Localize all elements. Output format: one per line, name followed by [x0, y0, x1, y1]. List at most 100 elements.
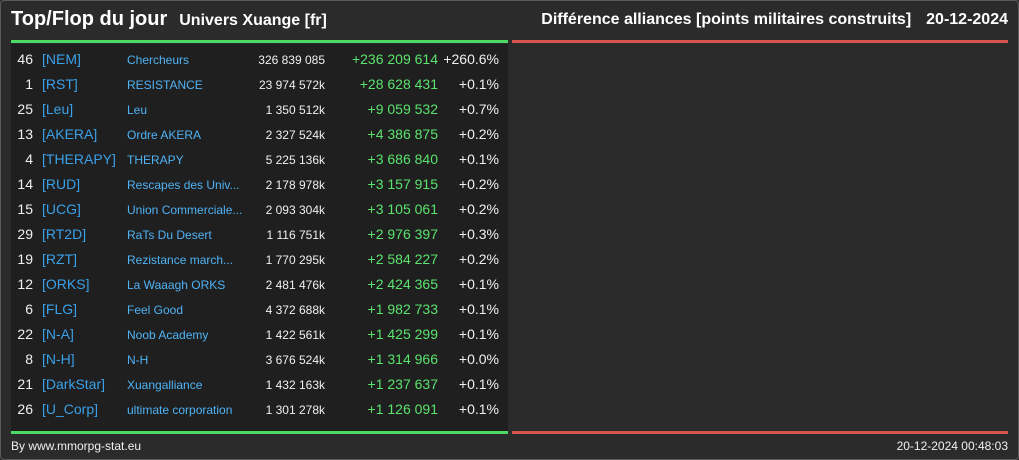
percent-cell: +0.2% — [458, 176, 499, 192]
alliance-tag-link[interactable]: [RT2D] — [42, 226, 87, 242]
rank-cell: 14 — [17, 176, 33, 192]
top-accent-bar — [11, 40, 508, 43]
percent-cell: +0.1% — [458, 326, 499, 342]
table-row: 21 [DarkStar] Xuangalliance 1 432 163k +1 23… — [11, 372, 508, 397]
percent-cell: +0.2% — [458, 251, 499, 267]
alliance-name-link[interactable]: Chercheurs — [127, 53, 190, 67]
rank-cell: 29 — [17, 226, 33, 242]
rank-cell: 19 — [17, 251, 33, 267]
diff-cell: +2 584 227 — [367, 251, 438, 267]
rank-cell: 12 — [17, 276, 33, 292]
diff-cell: +9 059 532 — [367, 101, 438, 117]
diff-cell: +1 425 299 — [367, 326, 438, 342]
alliance-name-link[interactable]: THERAPY — [127, 153, 184, 167]
points-cell: 5 225 136k — [265, 153, 325, 167]
table-row: 29 [RT2D] RaTs Du Desert 1 116 751k +2 976 3… — [11, 222, 508, 247]
alliance-tag-link[interactable]: [N-A] — [42, 326, 74, 342]
percent-cell: +0.1% — [458, 401, 499, 417]
diff-cell: +1 237 637 — [367, 376, 438, 392]
diff-cell: +2 976 397 — [367, 226, 438, 242]
rank-cell: 21 — [17, 376, 33, 392]
alliance-tag-link[interactable]: [U_Corp] — [42, 401, 99, 417]
percent-cell: +0.1% — [458, 76, 499, 92]
points-cell: 2 178 978k — [265, 178, 325, 192]
alliance-name-link[interactable]: ultimate corporation — [127, 403, 233, 417]
table-row: 8 [N-H] N-H 3 676 524k +1 314 966 +0.0% — [11, 347, 508, 372]
rank-cell: 6 — [25, 301, 33, 317]
flop-accent-bar — [512, 40, 1008, 43]
points-cell: 4 372 688k — [265, 303, 325, 317]
alliance-name-link[interactable]: N-H — [127, 353, 149, 367]
percent-cell: +0.1% — [458, 376, 499, 392]
diff-cell: +4 386 875 — [367, 126, 438, 142]
alliance-name-link[interactable]: Rezistance march... — [127, 253, 234, 267]
table-row: 15 [UCG] Union Commerciale... 2 093 304k +3 … — [11, 197, 508, 222]
rank-cell: 8 — [25, 351, 33, 367]
diff-cell: +2 424 365 — [367, 276, 438, 292]
alliance-tag-link[interactable]: [NEM] — [42, 51, 81, 67]
alliance-name-link[interactable]: RESISTANCE — [127, 78, 203, 92]
alliance-tag-link[interactable]: [N-H] — [42, 351, 75, 367]
rank-cell: 46 — [17, 51, 33, 67]
rank-cell: 22 — [17, 326, 33, 342]
alliance-tag-link[interactable]: [ORKS] — [42, 276, 90, 292]
points-cell: 1 301 278k — [265, 403, 325, 417]
table-row: 46 [NEM] Chercheurs 326 839 085 +236 209 614… — [11, 47, 508, 72]
points-cell: 23 974 572k — [258, 78, 325, 92]
alliance-tag-link[interactable]: [AKERA] — [42, 126, 98, 142]
points-cell: 1 350 512k — [265, 103, 325, 117]
diff-cell: +3 686 840 — [367, 151, 438, 167]
header-right: Différence alliances [points militaires … — [541, 11, 1008, 29]
table-row: 13 [AKERA] Ordre AKERA 2 327 524k +4 386 875… — [11, 122, 508, 147]
flop-accent-bar-bottom — [512, 431, 1008, 434]
points-cell: 3 676 524k — [265, 353, 325, 367]
points-cell: 1 770 295k — [265, 253, 325, 267]
table-row: 26 [U_Corp] ultimate corporation 1 301 278k… — [11, 397, 508, 422]
alliance-name-link[interactable]: Leu — [127, 103, 148, 117]
percent-cell: +0.2% — [458, 126, 499, 142]
table-row: 12 [ORKS] La Waaagh ORKS 2 481 476k +2 424 3… — [11, 272, 508, 297]
alliance-tag-link[interactable]: [RST] — [42, 76, 78, 92]
diff-cell: +28 628 431 — [359, 76, 438, 92]
alliance-tag-link[interactable]: [THERAPY] — [42, 151, 116, 167]
alliance-tag-link[interactable]: [FLG] — [42, 301, 78, 317]
table-row: 25 [Leu] Leu 1 350 512k +9 059 532 +0.7% — [11, 97, 508, 122]
alliance-name-link[interactable]: Noob Academy — [127, 328, 209, 342]
percent-cell: +260.6% — [443, 51, 499, 67]
alliance-tag-link[interactable]: [UCG] — [42, 201, 81, 217]
alliance-name-link[interactable]: Rescapes des Univ... — [127, 178, 240, 192]
rank-cell: 26 — [17, 401, 33, 417]
diff-cell: +236 209 614 — [351, 51, 438, 67]
points-cell: 1 432 163k — [265, 378, 325, 392]
points-cell: 2 093 304k — [265, 203, 325, 217]
diff-cell: +1 982 733 — [367, 301, 438, 317]
alliance-name-link[interactable]: Union Commerciale... — [127, 203, 243, 217]
points-cell: 1 116 751k — [266, 228, 326, 242]
alliance-name-link[interactable]: La Waaagh ORKS — [127, 278, 226, 292]
alliance-name-link[interactable]: Feel Good — [127, 303, 184, 317]
rank-cell: 25 — [17, 101, 33, 117]
alliance-name-link[interactable]: RaTs Du Desert — [127, 228, 212, 242]
percent-cell: +0.1% — [458, 301, 499, 317]
alliance-tag-link[interactable]: [DarkStar] — [42, 376, 106, 392]
diff-cell: +1 126 091 — [367, 401, 438, 417]
diff-cell: +1 314 966 — [367, 351, 438, 367]
header-left: Top/Flop du jour Univers Xuange [fr] — [11, 8, 327, 34]
percent-cell: +0.7% — [458, 101, 499, 117]
top-accent-bar-bottom — [11, 431, 508, 434]
alliance-name-link[interactable]: Ordre AKERA — [127, 128, 202, 142]
alliance-tag-link[interactable]: [Leu] — [42, 101, 74, 117]
rank-cell: 13 — [17, 126, 33, 142]
alliance-name-link[interactable]: Xuangalliance — [127, 378, 203, 392]
points-cell: 326 839 085 — [258, 53, 325, 67]
alliance-tag-link[interactable]: [RUD] — [42, 176, 81, 192]
percent-cell: +0.3% — [458, 226, 499, 242]
rank-cell: 4 — [25, 151, 33, 167]
table-row: 19 [RZT] Rezistance march... 1 770 295k +2 5… — [11, 247, 508, 272]
credit-link[interactable]: By www.mmorpg-stat.eu — [11, 439, 142, 453]
alliance-tag-link[interactable]: [RZT] — [42, 251, 77, 267]
points-cell: 1 422 561k — [265, 328, 325, 342]
points-cell: 2 327 524k — [265, 128, 325, 142]
header-date: 20-12-2024 — [926, 11, 1008, 28]
percent-cell: +0.0% — [458, 351, 499, 367]
